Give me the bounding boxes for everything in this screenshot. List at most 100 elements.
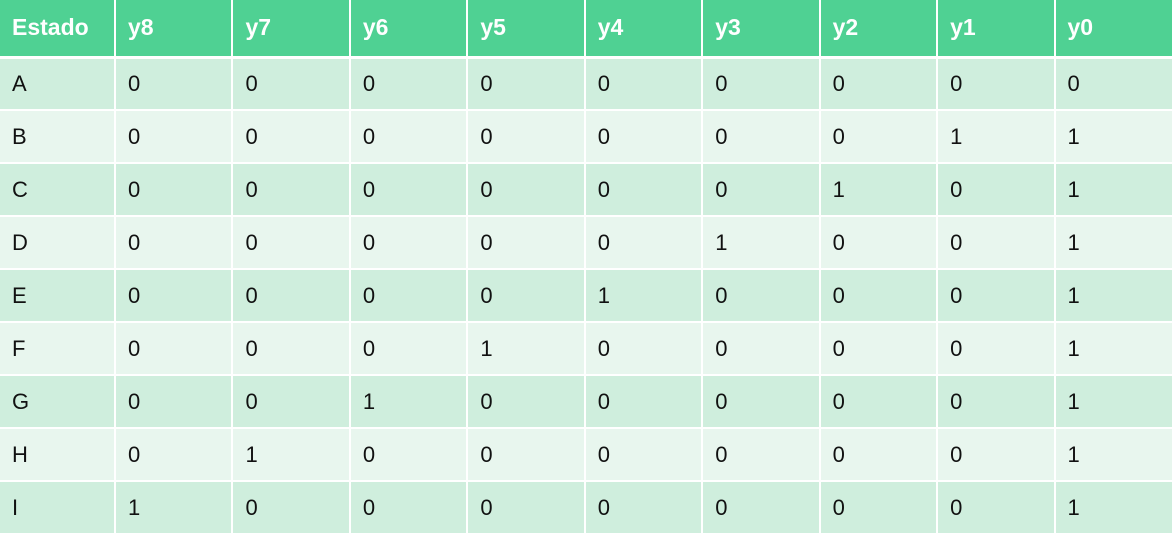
bit-cell: 0 xyxy=(115,269,234,323)
bit-cell: 1 xyxy=(232,428,351,482)
state-cell: C xyxy=(0,163,116,217)
bit-cell: 0 xyxy=(467,428,586,482)
bit-cell: 0 xyxy=(232,375,351,429)
bit-cell: 1 xyxy=(1054,375,1172,429)
bit-cell: 0 xyxy=(702,269,821,323)
header-cell-y1: y1 xyxy=(937,0,1056,59)
bit-cell: 0 xyxy=(819,110,939,164)
bit-cell: 0 xyxy=(467,216,586,270)
header-cell-y6: y6 xyxy=(349,0,469,59)
state-cell: F xyxy=(0,322,116,376)
bit-cell: 1 xyxy=(1054,163,1172,217)
bit-cell: 0 xyxy=(1054,57,1172,111)
header-cell-y7: y7 xyxy=(232,0,351,59)
bit-cell: 0 xyxy=(467,269,586,323)
bit-cell: 0 xyxy=(819,216,939,270)
bit-cell: 0 xyxy=(937,269,1056,323)
bit-cell: 0 xyxy=(584,57,704,111)
state-cell: B xyxy=(0,110,116,164)
bit-cell: 1 xyxy=(702,216,821,270)
bit-cell: 1 xyxy=(1054,216,1172,270)
state-cell: A xyxy=(0,57,116,111)
bit-cell: 0 xyxy=(115,110,234,164)
bit-cell: 0 xyxy=(467,163,586,217)
bit-cell: 0 xyxy=(819,481,939,533)
bit-cell: 0 xyxy=(232,481,351,533)
bit-cell: 0 xyxy=(937,375,1056,429)
bit-cell: 0 xyxy=(115,163,234,217)
header-cell-y3: y3 xyxy=(702,0,821,59)
header-row: Estado y8 y7 y6 y5 y4 y3 y2 y1 y0 xyxy=(0,0,1172,59)
bit-cell: 0 xyxy=(232,57,351,111)
header-cell-y8: y8 xyxy=(115,0,234,59)
bit-cell: 0 xyxy=(467,110,586,164)
bit-cell: 1 xyxy=(937,110,1056,164)
bit-cell: 1 xyxy=(1054,322,1172,376)
header-cell-estado: Estado xyxy=(0,0,116,59)
bit-cell: 0 xyxy=(232,163,351,217)
bit-cell: 1 xyxy=(1054,428,1172,482)
bit-cell: 0 xyxy=(702,428,821,482)
bit-cell: 1 xyxy=(1054,269,1172,323)
header-cell-y2: y2 xyxy=(819,0,939,59)
bit-cell: 0 xyxy=(819,428,939,482)
state-cell: E xyxy=(0,269,116,323)
bit-cell: 0 xyxy=(115,216,234,270)
bit-cell: 0 xyxy=(937,57,1056,111)
bit-cell: 0 xyxy=(702,322,821,376)
bit-cell: 0 xyxy=(349,163,469,217)
bit-cell: 0 xyxy=(349,269,469,323)
bit-cell: 0 xyxy=(937,163,1056,217)
bit-cell: 0 xyxy=(584,428,704,482)
bit-cell: 1 xyxy=(584,269,704,323)
bit-cell: 0 xyxy=(467,481,586,533)
bit-cell: 0 xyxy=(467,375,586,429)
bit-cell: 0 xyxy=(349,110,469,164)
state-cell: I xyxy=(0,481,116,533)
state-cell: G xyxy=(0,375,116,429)
bit-cell: 0 xyxy=(232,322,351,376)
bit-cell: 0 xyxy=(232,269,351,323)
bit-cell: 0 xyxy=(349,322,469,376)
header-cell-y4: y4 xyxy=(584,0,704,59)
bit-cell: 1 xyxy=(1054,481,1172,533)
bit-cell: 0 xyxy=(937,428,1056,482)
bit-cell: 0 xyxy=(115,375,234,429)
bit-cell: 0 xyxy=(819,322,939,376)
bit-cell: 0 xyxy=(349,428,469,482)
bit-cell: 0 xyxy=(819,269,939,323)
bit-cell: 0 xyxy=(819,57,939,111)
bit-cell: 0 xyxy=(937,216,1056,270)
table-header: Estado y8 y7 y6 y5 y4 y3 y2 y1 y0 xyxy=(0,0,1172,59)
bit-cell: 0 xyxy=(702,57,821,111)
bit-cell: 0 xyxy=(467,57,586,111)
bit-cell: 0 xyxy=(232,110,351,164)
bit-cell: 0 xyxy=(702,481,821,533)
bit-cell: 0 xyxy=(584,110,704,164)
bit-cell: 1 xyxy=(819,163,939,217)
bit-cell: 0 xyxy=(584,216,704,270)
bit-cell: 0 xyxy=(349,481,469,533)
state-cell: H xyxy=(0,428,116,482)
bit-cell: 0 xyxy=(584,375,704,429)
bit-cell: 0 xyxy=(702,110,821,164)
bit-cell: 0 xyxy=(115,57,234,111)
bit-cell: 1 xyxy=(349,375,469,429)
header-cell-y0: y0 xyxy=(1054,0,1172,59)
bit-cell: 0 xyxy=(584,481,704,533)
bit-cell: 0 xyxy=(702,163,821,217)
bit-cell: 0 xyxy=(349,216,469,270)
state-cell: D xyxy=(0,216,116,270)
bit-cell: 0 xyxy=(584,322,704,376)
bit-cell: 0 xyxy=(115,428,234,482)
